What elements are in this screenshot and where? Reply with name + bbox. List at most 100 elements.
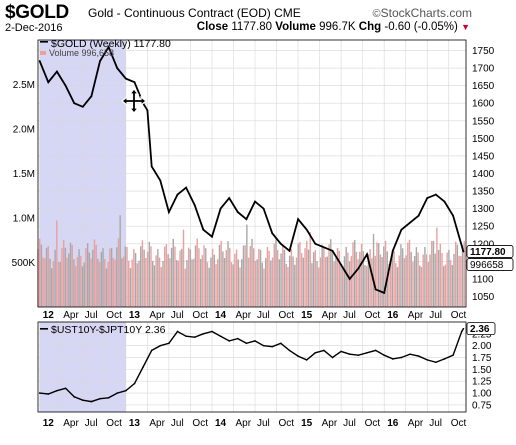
yield-spread-point bbox=[159, 344, 162, 347]
volume-bar bbox=[73, 259, 75, 307]
volume-bar bbox=[225, 249, 228, 307]
volume-bar bbox=[461, 244, 464, 307]
volume-tick-label: 500K bbox=[12, 258, 36, 269]
volume-bar bbox=[321, 244, 323, 307]
volume-bar bbox=[40, 244, 43, 307]
volume-bar bbox=[56, 220, 58, 307]
volume-bar bbox=[110, 247, 113, 307]
volume-bar bbox=[270, 260, 272, 307]
volume-bar bbox=[246, 224, 248, 307]
volume-bar bbox=[367, 254, 370, 307]
volume-bar bbox=[372, 233, 375, 307]
volume-bar bbox=[282, 244, 284, 307]
volume-bar bbox=[177, 260, 180, 307]
yield-spread-point bbox=[219, 335, 222, 338]
gold-price-point bbox=[202, 228, 205, 231]
volume-bar bbox=[268, 250, 270, 307]
volume-bar bbox=[162, 260, 164, 307]
volume-bar bbox=[388, 264, 390, 307]
volume-bar bbox=[86, 243, 89, 307]
gold-price-point bbox=[107, 46, 110, 48]
volume-bar bbox=[172, 239, 174, 307]
volume-bar bbox=[258, 249, 260, 307]
volume-bar bbox=[436, 227, 438, 307]
yield-spread-point bbox=[245, 342, 248, 345]
y-tick-label-sub: 1.25 bbox=[472, 377, 492, 388]
gold-price-point bbox=[47, 81, 50, 84]
volume-bar bbox=[357, 259, 359, 307]
gold-price-point bbox=[64, 84, 67, 87]
volume-bar bbox=[336, 247, 339, 307]
gold-price-point bbox=[236, 211, 239, 214]
volume-bar bbox=[379, 254, 382, 307]
y-tick-label-main: 1050 bbox=[472, 292, 495, 303]
volume-bar bbox=[66, 257, 68, 307]
volume-bar bbox=[340, 264, 342, 307]
volume-bar bbox=[186, 260, 188, 307]
volume-bar bbox=[451, 264, 453, 307]
volume-bar bbox=[220, 240, 222, 307]
symbol-description: Gold - Continuous Contract (EOD) CME bbox=[88, 6, 301, 20]
volume-bar bbox=[222, 251, 224, 307]
volume-bar bbox=[408, 239, 411, 307]
x-tick-label-sub: Oct bbox=[279, 418, 295, 429]
volume-bar bbox=[150, 246, 152, 307]
volume-bar bbox=[259, 249, 262, 307]
yield-spread-point bbox=[133, 382, 136, 385]
volume-bar bbox=[292, 256, 294, 307]
volume-bar bbox=[247, 257, 250, 307]
volume-bar bbox=[193, 258, 195, 307]
brand-link[interactable]: ©StockCharts.com bbox=[373, 6, 472, 20]
yield-spread-point bbox=[288, 349, 291, 352]
gold-price-point bbox=[56, 70, 58, 73]
volume-bar bbox=[309, 232, 311, 307]
volume-bar bbox=[109, 248, 111, 307]
yield-spread-point bbox=[271, 345, 274, 348]
volume-bar bbox=[275, 239, 277, 307]
volume-bar bbox=[439, 243, 442, 307]
volume-bar bbox=[455, 241, 457, 307]
volume-bar bbox=[227, 241, 229, 307]
gold-price-point bbox=[167, 211, 170, 214]
volume-bar bbox=[145, 258, 147, 307]
volume-bar bbox=[295, 257, 298, 307]
volume-bar bbox=[54, 249, 56, 307]
volume-bar bbox=[304, 248, 306, 307]
volume-bar bbox=[369, 249, 371, 307]
gold-price-point bbox=[434, 193, 437, 196]
exchange-text: CME bbox=[274, 6, 301, 20]
volume-bar bbox=[400, 244, 402, 307]
volume-bar bbox=[261, 262, 263, 307]
volume-bar bbox=[326, 256, 329, 307]
volume-bar bbox=[374, 255, 376, 307]
yield-spread-point bbox=[99, 397, 101, 400]
chart-header: $GOLD Gold - Continuous Contract (EOD) C… bbox=[0, 0, 516, 40]
yield-spread-point bbox=[193, 336, 196, 338]
yield-spread-point bbox=[314, 351, 317, 354]
x-tick-label-main: Apr bbox=[149, 310, 165, 321]
volume-bar bbox=[431, 241, 433, 307]
gold-price-point bbox=[348, 277, 351, 280]
volume-bar bbox=[175, 260, 178, 307]
y-tick-label-main: 1250 bbox=[472, 222, 495, 233]
volume-bar bbox=[328, 244, 330, 307]
y-tick-label-sub: 1.75 bbox=[472, 353, 492, 364]
volume-bar bbox=[314, 250, 317, 307]
last-value-tag-spread bbox=[466, 322, 496, 336]
yield-spread-point bbox=[125, 389, 127, 392]
volume-bar bbox=[420, 267, 423, 307]
x-tick-label-sub: 12 bbox=[43, 418, 55, 429]
volume-tick-label: 1.0M bbox=[13, 214, 35, 225]
x-tick-label-main: Oct bbox=[279, 310, 295, 321]
volume-bar bbox=[362, 251, 364, 307]
yield-spread-point bbox=[228, 340, 230, 342]
yield-spread-point bbox=[443, 358, 446, 360]
volume-bar bbox=[263, 268, 265, 307]
x-tick-label-sub: Apr bbox=[149, 418, 165, 429]
gold-price-point bbox=[159, 179, 162, 182]
volume-bar bbox=[155, 255, 157, 307]
volume-bar bbox=[105, 268, 108, 307]
volume-bar bbox=[74, 265, 77, 307]
volume-bar bbox=[235, 249, 238, 307]
y-tick-label-main: 1300 bbox=[472, 204, 495, 215]
